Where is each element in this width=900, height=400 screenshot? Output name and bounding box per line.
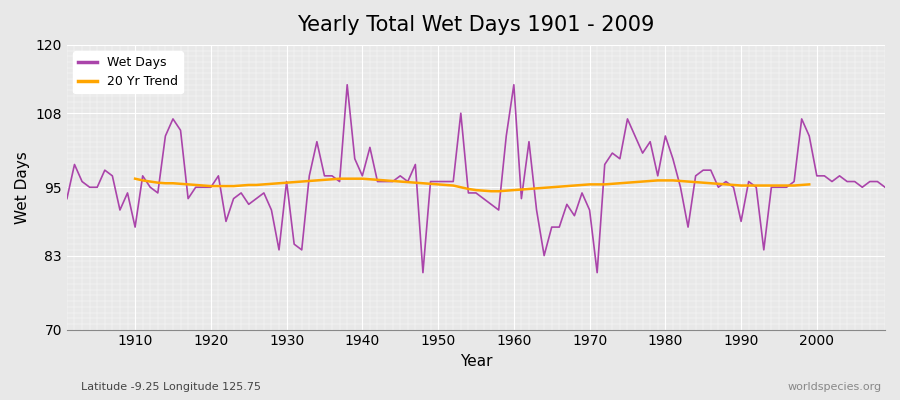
Wet Days [342, 82, 353, 87]
Wet Days [524, 139, 535, 144]
Wet Days [418, 270, 428, 275]
Legend: Wet Days, 20 Yr Trend: Wet Days, 20 Yr Trend [73, 51, 183, 93]
20 Yr Trend [804, 182, 814, 187]
20 Yr Trend [486, 189, 497, 194]
20 Yr Trend [713, 182, 724, 186]
Title: Yearly Total Wet Days 1901 - 2009: Yearly Total Wet Days 1901 - 2009 [297, 15, 654, 35]
20 Yr Trend [607, 182, 617, 186]
Text: Latitude -9.25 Longitude 125.75: Latitude -9.25 Longitude 125.75 [81, 382, 261, 392]
20 Yr Trend [130, 176, 140, 181]
Line: Wet Days: Wet Days [67, 85, 885, 273]
20 Yr Trend [334, 176, 345, 181]
Wet Days [879, 185, 890, 190]
20 Yr Trend [220, 184, 231, 188]
Wet Days [516, 196, 526, 201]
20 Yr Trend [781, 183, 792, 188]
X-axis label: Year: Year [460, 354, 492, 369]
Text: worldspecies.org: worldspecies.org [788, 382, 882, 392]
20 Yr Trend [698, 180, 708, 185]
Y-axis label: Wet Days: Wet Days [15, 151, 30, 224]
Wet Days [289, 242, 300, 246]
Line: 20 Yr Trend: 20 Yr Trend [135, 179, 809, 191]
Wet Days [61, 196, 72, 201]
Wet Days [615, 156, 626, 161]
Wet Days [122, 190, 133, 195]
Wet Days [334, 179, 345, 184]
